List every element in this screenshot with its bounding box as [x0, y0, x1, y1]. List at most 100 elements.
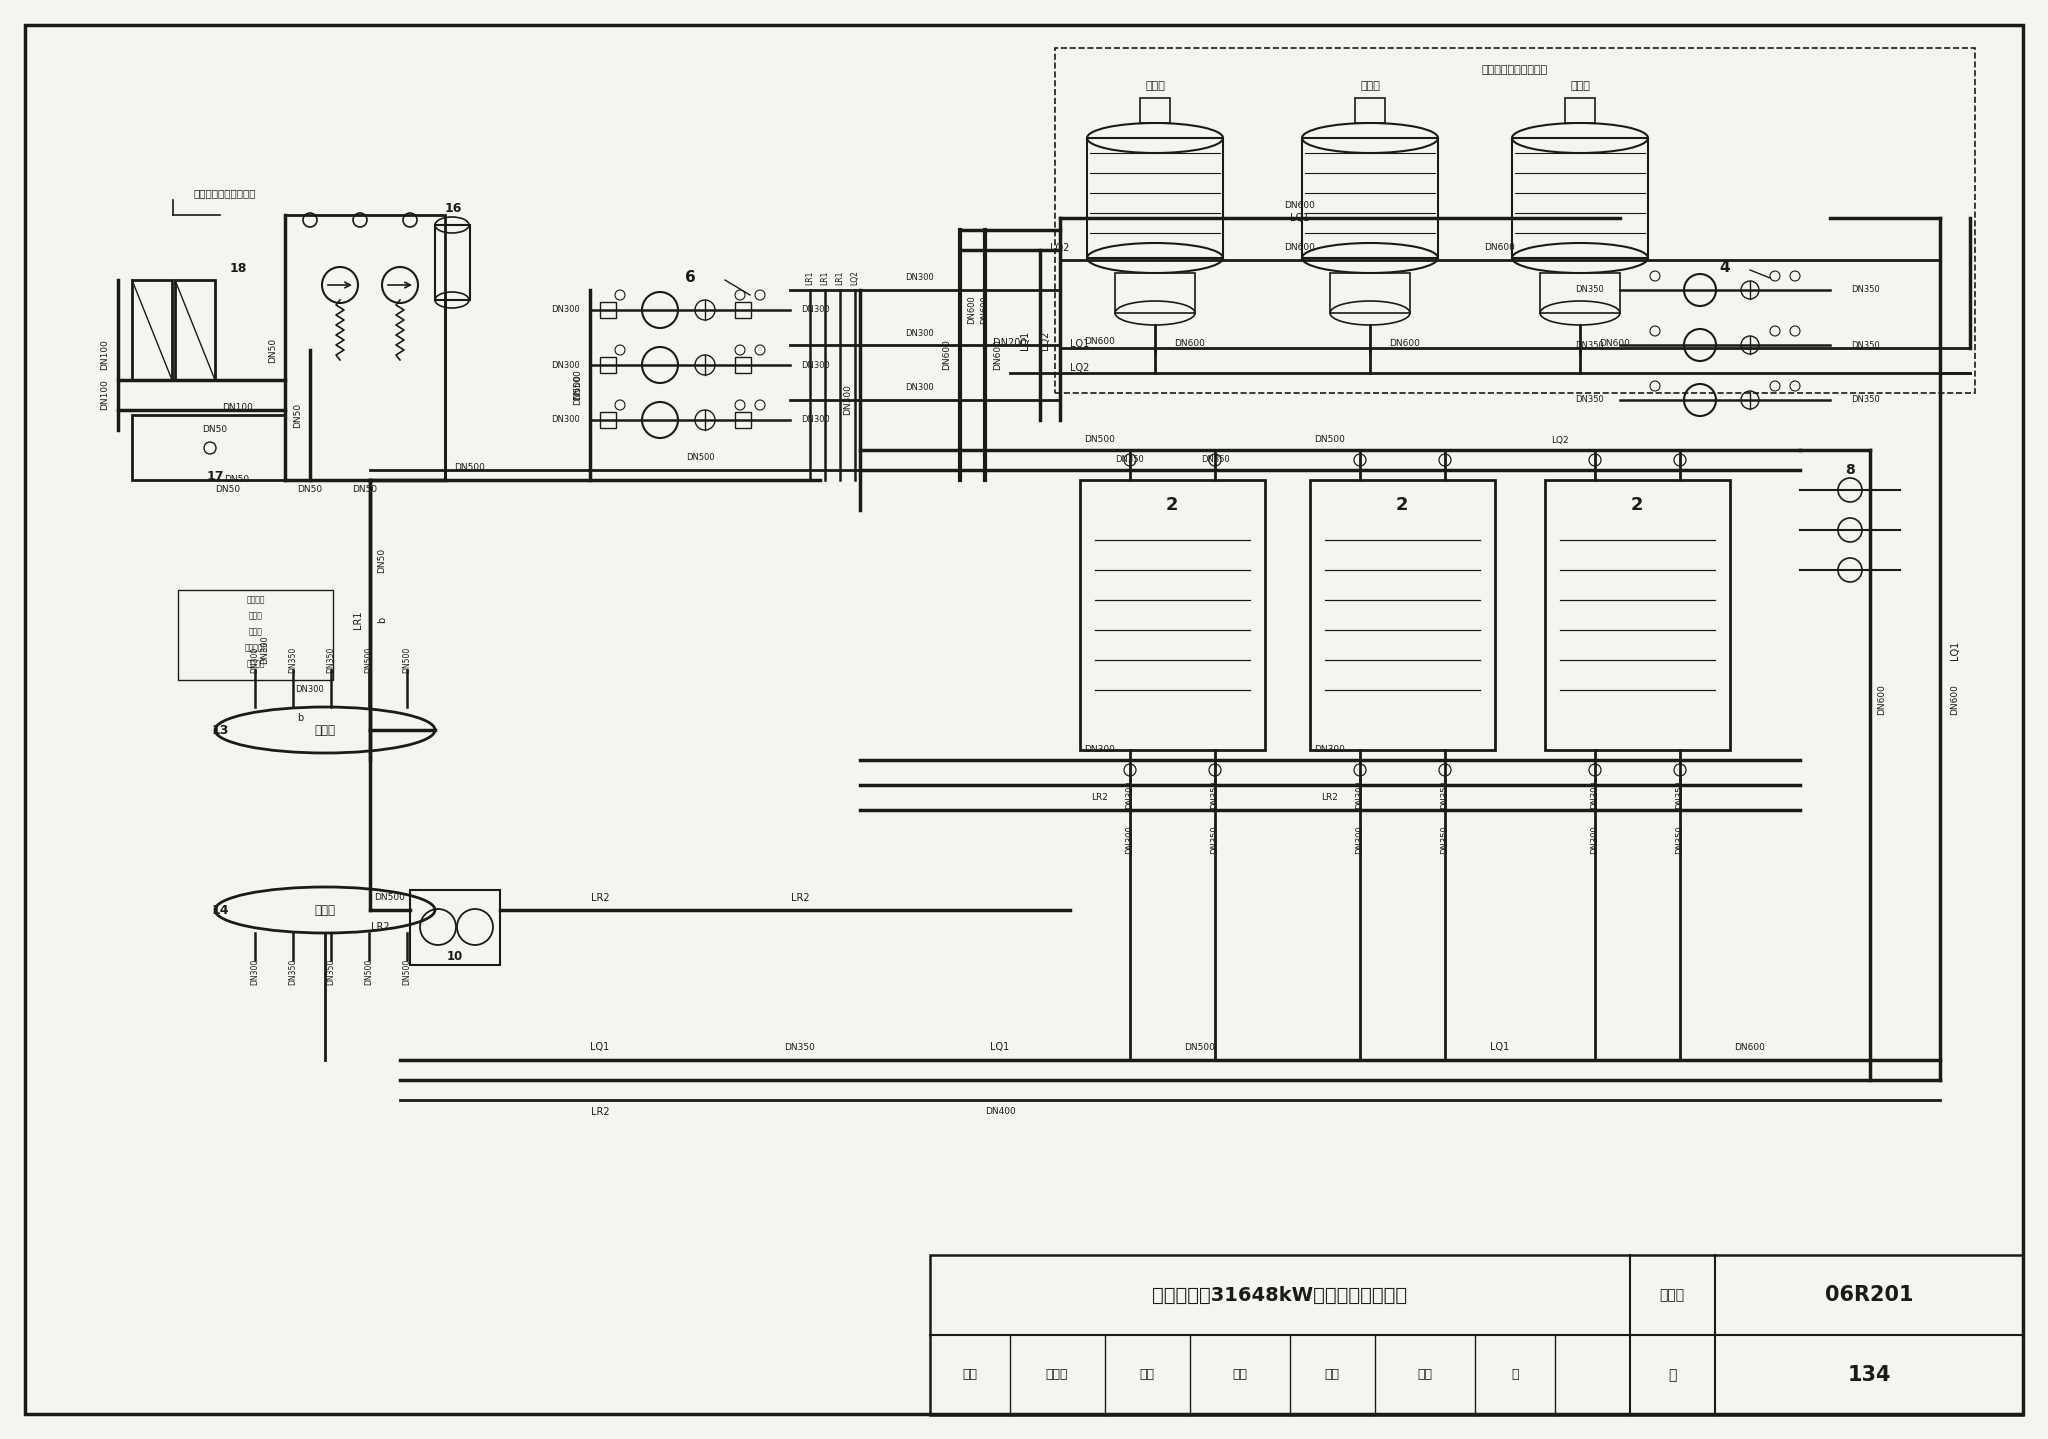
Text: 测压装置: 测压装置	[246, 596, 266, 604]
Text: 2: 2	[1165, 496, 1178, 514]
Text: DN500: DN500	[455, 463, 485, 472]
Bar	[410, 889, 500, 966]
Text: DN300: DN300	[801, 416, 829, 425]
Text: DN500: DN500	[1184, 1042, 1214, 1052]
Bar	[434, 224, 469, 299]
Text: DN50: DN50	[297, 485, 324, 495]
Text: LQ1: LQ1	[1071, 340, 1090, 350]
Text: 13: 13	[211, 724, 229, 737]
Text: DN350: DN350	[1851, 396, 1880, 404]
Text: DN350: DN350	[1116, 456, 1145, 465]
Text: DN500: DN500	[375, 894, 406, 902]
Text: 总装机容量31648kW空调水系统流程图: 总装机容量31648kW空调水系统流程图	[1153, 1285, 1407, 1305]
Bar	[131, 281, 172, 380]
Text: LQ1: LQ1	[1950, 640, 1960, 659]
Bar	[1329, 273, 1409, 314]
Text: DN500: DN500	[573, 370, 582, 400]
Text: DN500: DN500	[1315, 436, 1346, 445]
Text: DN500: DN500	[365, 648, 373, 673]
Text: DN300: DN300	[250, 958, 260, 986]
Text: 10: 10	[446, 950, 463, 963]
Text: DN300: DN300	[1126, 780, 1135, 809]
Bar	[930, 1255, 2023, 1415]
Text: DN300: DN300	[250, 648, 260, 673]
Text: DN600: DN600	[1284, 201, 1315, 210]
Text: DN100: DN100	[223, 403, 254, 412]
Text: 6: 6	[684, 271, 696, 285]
Text: DN350: DN350	[326, 958, 336, 986]
Text: 134: 134	[1847, 1366, 1890, 1384]
Text: DN50: DN50	[352, 485, 377, 495]
Text: DN300: DN300	[551, 361, 580, 370]
Text: LR2: LR2	[371, 922, 389, 932]
Text: LQ1: LQ1	[991, 1042, 1010, 1052]
Text: DN600: DN600	[1878, 685, 1886, 715]
Text: 分水器: 分水器	[315, 724, 336, 737]
Text: LQ1: LQ1	[1020, 331, 1030, 350]
Text: 图集号: 图集号	[1659, 1288, 1686, 1302]
Text: DN100: DN100	[100, 380, 109, 410]
Text: DN300: DN300	[801, 361, 829, 370]
Text: DN50: DN50	[293, 403, 303, 427]
Bar	[1087, 138, 1223, 258]
Text: 张日: 张日	[1233, 1368, 1247, 1381]
Text: LQ2: LQ2	[850, 271, 860, 285]
Text: DN500: DN500	[1085, 436, 1116, 445]
Bar	[131, 414, 285, 481]
Bar	[1303, 138, 1438, 258]
Text: DN350: DN350	[326, 648, 336, 673]
Text: 17: 17	[207, 469, 223, 482]
Text: DN350: DN350	[1575, 396, 1604, 404]
Text: DN300: DN300	[844, 384, 852, 416]
Text: LQ2: LQ2	[1051, 243, 1069, 253]
Bar	[1114, 273, 1194, 314]
Text: DN300: DN300	[1356, 780, 1364, 809]
Text: DN350: DN350	[1210, 780, 1219, 809]
Text: DN300: DN300	[1085, 745, 1116, 754]
Text: LR1: LR1	[352, 610, 362, 629]
Text: 页: 页	[1511, 1368, 1520, 1381]
Text: DN300: DN300	[905, 384, 934, 393]
Text: b: b	[297, 712, 303, 722]
Text: LR1: LR1	[821, 271, 829, 285]
Text: DN500: DN500	[365, 958, 373, 986]
Text: 压差传感器: 压差传感器	[244, 643, 268, 652]
Text: 8: 8	[1845, 463, 1855, 476]
Text: DN50: DN50	[225, 475, 250, 485]
Text: DN600: DN600	[1735, 1042, 1765, 1052]
Text: DN300: DN300	[1591, 826, 1599, 855]
Text: DN300: DN300	[801, 305, 829, 315]
Text: LQ1: LQ1	[590, 1042, 610, 1052]
Text: DN600: DN600	[1284, 243, 1315, 252]
Text: DN500: DN500	[573, 374, 582, 406]
Text: DN600: DN600	[993, 340, 1004, 370]
Text: DN600: DN600	[1085, 337, 1116, 345]
Text: DN600: DN600	[1485, 243, 1516, 252]
Text: 16: 16	[444, 201, 461, 214]
Bar	[735, 302, 752, 318]
Text: DN600: DN600	[1176, 340, 1206, 348]
Text: 流量计: 流量计	[250, 612, 262, 620]
Text: 校对: 校对	[1139, 1368, 1155, 1381]
Text: DN300: DN300	[551, 305, 580, 315]
Text: DN350: DN350	[289, 648, 297, 673]
Text: DN350: DN350	[1851, 341, 1880, 350]
Text: LQ2: LQ2	[1550, 436, 1569, 445]
Text: DN50: DN50	[377, 547, 387, 573]
Text: DN350: DN350	[289, 958, 297, 986]
Text: DN500: DN500	[403, 958, 412, 986]
Text: DN50: DN50	[215, 485, 240, 495]
Bar	[285, 214, 444, 481]
Text: LR1: LR1	[805, 271, 815, 285]
Text: 18: 18	[229, 262, 248, 275]
Text: 吴堂: 吴堂	[1417, 1368, 1432, 1381]
Text: DN350: DN350	[1851, 285, 1880, 295]
Bar	[178, 590, 334, 681]
Text: DN600: DN600	[967, 295, 977, 324]
Text: 接自来水及倒流防止器: 接自来水及倒流防止器	[193, 189, 256, 199]
Bar	[1356, 98, 1384, 122]
Text: b: b	[377, 617, 387, 623]
Text: DN50: DN50	[268, 337, 276, 363]
Text: 温控仪: 温控仪	[250, 627, 262, 636]
Bar	[1311, 481, 1495, 750]
